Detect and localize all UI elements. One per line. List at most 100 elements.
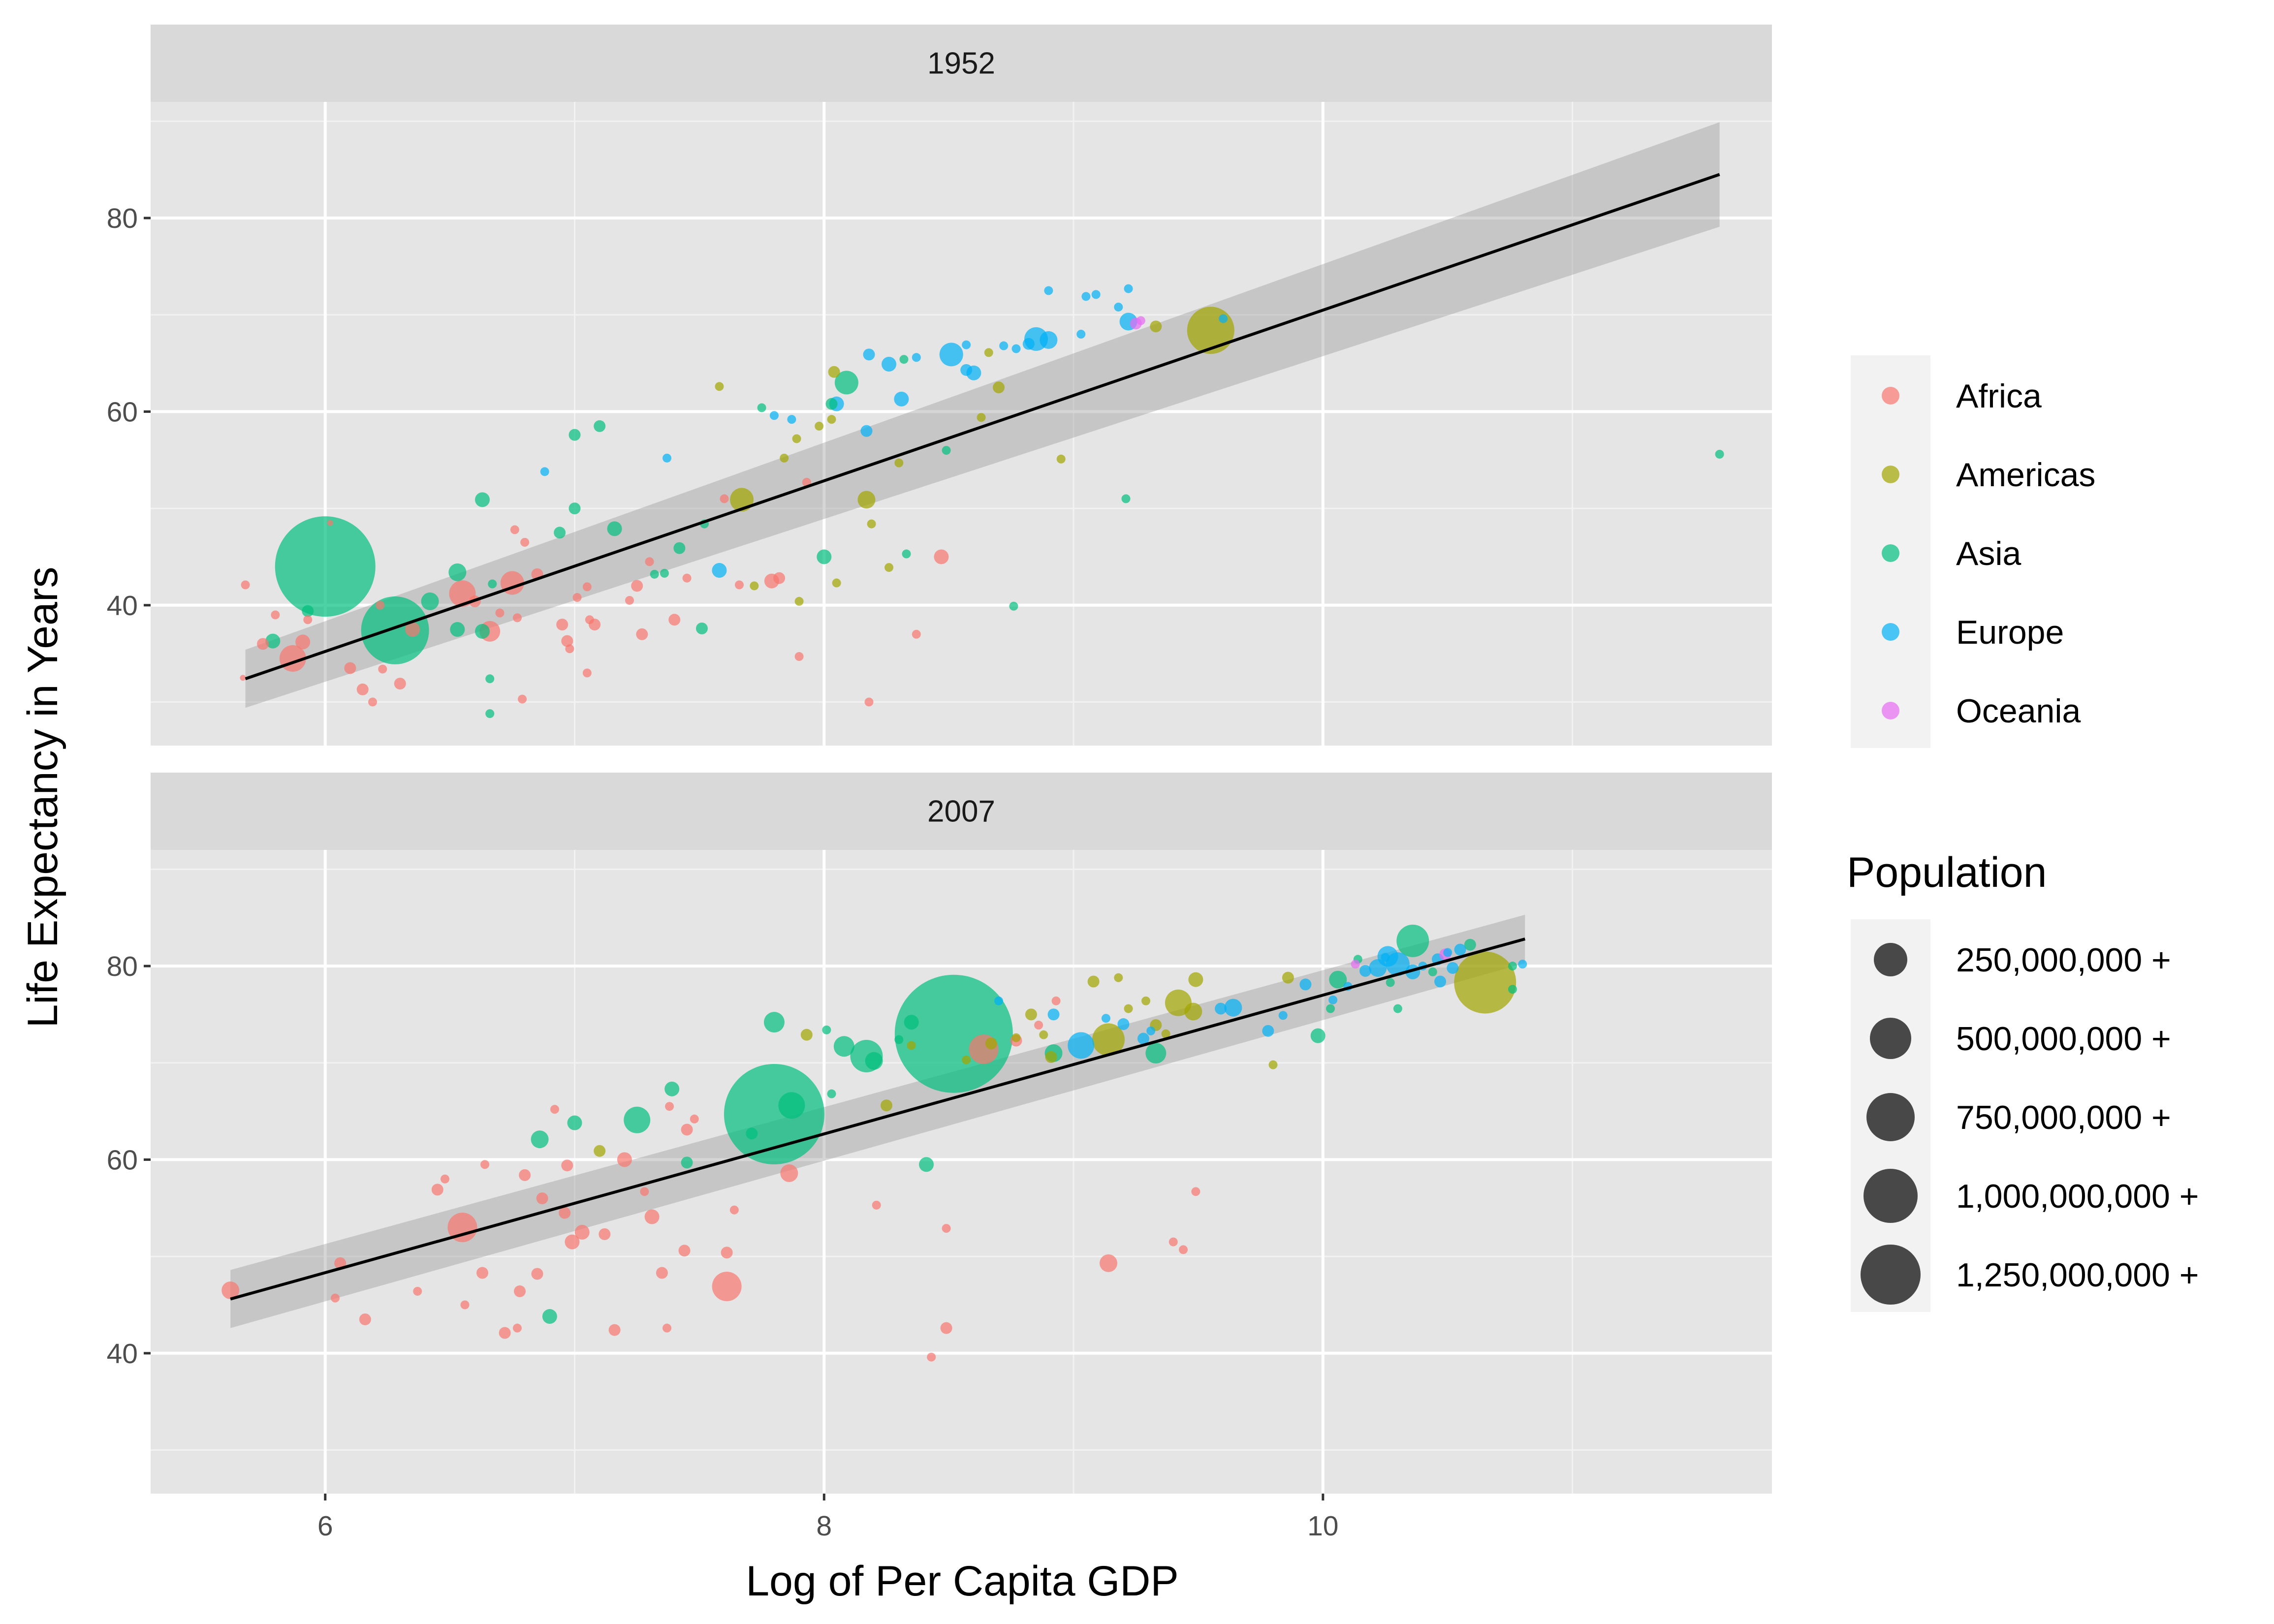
data-point <box>860 425 873 437</box>
color-legend-items: Africa Americas Asia Europe Oceania <box>1882 377 2095 730</box>
data-point <box>640 1187 649 1196</box>
data-point <box>594 420 606 432</box>
color-legend-label: Africa <box>1956 377 2042 415</box>
data-point <box>518 694 527 704</box>
data-point <box>550 1105 559 1114</box>
data-point <box>940 1322 952 1334</box>
data-point <box>1161 1029 1170 1038</box>
data-point <box>608 1324 621 1336</box>
data-point <box>1011 1033 1021 1042</box>
data-point <box>960 364 973 376</box>
data-point <box>594 1145 606 1157</box>
data-point <box>872 1200 881 1210</box>
data-point <box>665 1102 674 1111</box>
data-point <box>565 644 574 654</box>
data-point <box>863 348 875 361</box>
data-point <box>607 521 622 536</box>
data-point <box>475 624 490 639</box>
data-point <box>536 1192 548 1205</box>
data-point <box>631 580 643 592</box>
data-point <box>519 1169 531 1181</box>
data-point <box>894 974 1013 1093</box>
data-point <box>664 1081 680 1096</box>
data-point <box>1121 494 1131 503</box>
data-point <box>721 1247 733 1259</box>
data-point <box>865 1052 883 1070</box>
data-point <box>221 1281 240 1299</box>
data-point <box>663 453 672 463</box>
color-legend-key <box>1882 702 1899 719</box>
data-point <box>302 605 314 617</box>
data-point <box>681 1156 693 1169</box>
data-point <box>899 355 909 364</box>
data-point <box>778 1092 805 1119</box>
size-legend-title: Population <box>1847 849 2047 896</box>
data-point <box>514 1285 526 1297</box>
data-point <box>567 1115 582 1130</box>
data-point <box>241 580 250 590</box>
x-axis: 6 8 10 <box>317 1494 1339 1542</box>
data-point <box>1009 601 1018 611</box>
data-point <box>394 678 406 690</box>
size-legend-label: 250,000,000 + <box>1956 941 2171 979</box>
data-point <box>561 1159 573 1172</box>
size-legend-key <box>1866 1093 1915 1141</box>
data-point <box>880 1099 892 1112</box>
data-point <box>792 434 801 443</box>
data-point <box>554 527 566 539</box>
data-point <box>574 1224 590 1240</box>
data-point <box>962 1055 971 1064</box>
data-point <box>1447 962 1459 974</box>
data-point <box>1056 454 1066 464</box>
x-axis-title: Log of Per Capita GDP <box>746 1558 1179 1605</box>
data-point <box>817 549 832 564</box>
data-point <box>833 1036 854 1057</box>
facet-panel: 2007 40 60 80 <box>107 773 1772 1494</box>
data-point <box>1282 971 1294 984</box>
color-legend-label: Americas <box>1956 456 2095 494</box>
data-point <box>568 429 581 441</box>
data-point <box>729 1205 739 1215</box>
color-legend-key <box>1882 544 1899 562</box>
data-point <box>1124 284 1133 293</box>
data-point <box>331 1293 340 1303</box>
data-point <box>902 549 911 559</box>
data-point <box>1386 978 1395 987</box>
y-tick-label: 40 <box>107 1338 138 1370</box>
data-point <box>712 1272 742 1302</box>
data-point <box>939 343 963 367</box>
data-point <box>907 1041 916 1050</box>
data-point <box>827 1089 836 1098</box>
data-point <box>1381 953 1390 962</box>
data-point <box>828 366 840 378</box>
data-point <box>822 1025 831 1034</box>
data-point <box>510 525 519 534</box>
data-point <box>1299 978 1312 991</box>
data-point <box>1396 924 1429 957</box>
data-point <box>787 415 796 424</box>
data-point <box>1215 1002 1227 1015</box>
data-point <box>480 1160 490 1169</box>
data-point <box>1099 1254 1117 1272</box>
data-point <box>1278 1011 1288 1020</box>
data-point <box>556 619 568 631</box>
data-point <box>450 622 465 637</box>
data-point <box>1428 967 1437 976</box>
data-point <box>962 340 971 349</box>
color-legend: Africa Americas Asia Europe Oceania <box>1851 355 2095 748</box>
data-point <box>1039 1030 1048 1039</box>
data-point <box>475 492 490 507</box>
data-point <box>559 1207 571 1219</box>
data-point <box>344 662 356 674</box>
data-point <box>1443 948 1453 957</box>
data-point <box>1146 1026 1156 1035</box>
data-point <box>1091 290 1101 299</box>
data-point <box>582 582 592 592</box>
data-point <box>746 1127 758 1140</box>
data-point <box>368 697 378 707</box>
data-point <box>376 600 385 610</box>
data-point <box>942 446 951 455</box>
y-tick-label: 60 <box>107 396 138 428</box>
data-point <box>1191 1187 1200 1196</box>
data-point <box>912 353 921 362</box>
